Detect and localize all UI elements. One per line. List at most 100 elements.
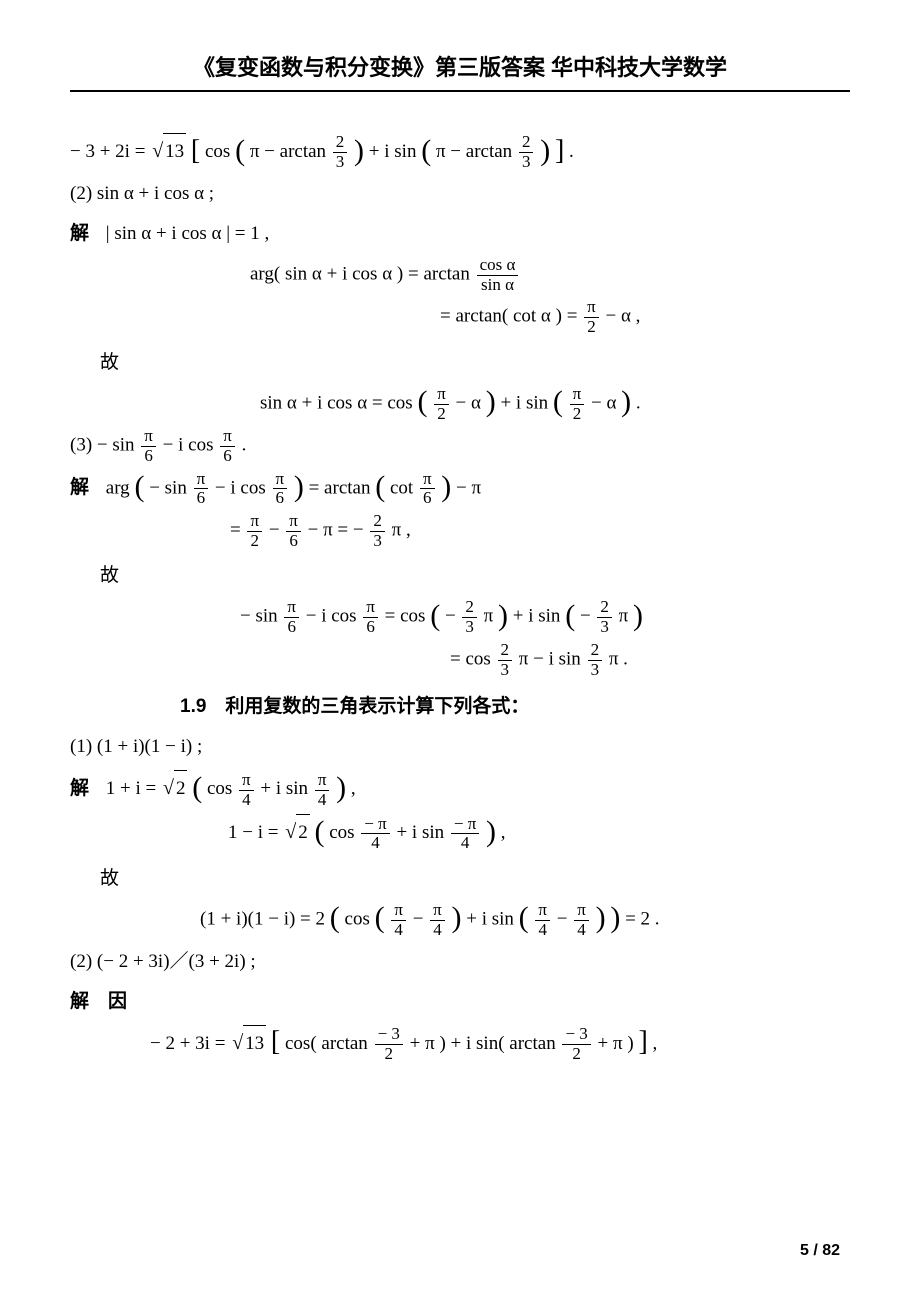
problem-1-9-1-sol2: 1 − i = 2 ( cos − π4 + i sin − π4 ) , [228,813,850,853]
fraction: π6 [220,427,235,465]
num: 2 [333,133,348,153]
q1r-c: − [413,909,428,930]
page: 《复变函数与积分变换》第三版答案 华中科技大学数学 − 3 + 2i = 13 … [0,0,920,1118]
fraction: π2 [247,512,262,550]
p3s-d: = arctan [309,477,371,498]
problem-3-result2: = cos 23 π − i sin 23 π . [450,641,850,679]
p2r-mid1: − α [456,392,486,413]
den: 2 [247,532,262,551]
den: 4 [535,921,550,940]
p2-arg: arg( sin α + i cos α ) = arctan [250,264,475,285]
paren-left-icon: ( [565,599,575,632]
section-1-9: 1.9 利用复数的三角表示计算下列各式： [180,689,850,725]
num: 2 [588,641,603,661]
num: π [284,598,299,618]
q2-a: − 2 + 3i = [150,1033,230,1054]
p2r-end: . [636,392,641,413]
paren-right-icon: ) [596,901,606,934]
p3r-f: + i sin [513,606,561,627]
fraction: 23 [370,512,385,550]
fraction: 23 [333,133,348,171]
num: 2 [370,512,385,532]
p3r-d: − [445,606,460,627]
num: π [363,598,378,618]
paren-right-icon: ) [441,470,451,503]
q1l2-b: cos [329,822,359,843]
problem-2: (2) sin α + i cos α ; [70,176,850,212]
den: 3 [462,618,477,637]
p3s-b: − sin [149,477,191,498]
fraction: π4 [239,771,254,809]
num: 2 [519,133,534,153]
num: π [434,385,449,405]
paren-left-icon: ( [421,134,431,167]
problem-2-sol3: = arctan( cot α ) = π2 − α , [440,298,850,336]
paren-left-icon: ( [375,901,385,934]
q2-c: + π ) + i sin( arctan [410,1033,561,1054]
paren-left-icon: ( [375,470,385,503]
eq1-arg1: π − arctan [250,141,331,162]
p3s-c: − i cos [215,477,271,498]
content: − 3 + 2i = 13 [ cos ( π − arctan 23 ) + … [70,132,850,1064]
q2-d: + π ) [598,1033,639,1054]
sqrt-icon: 2 [161,769,187,807]
therefore-3: 故 [100,861,850,897]
label-solution: 解 [70,223,89,244]
den: 6 [220,447,235,466]
den: 3 [370,532,385,551]
num: π [315,771,330,791]
q1r-b: cos [345,909,370,930]
fraction: π4 [430,901,445,939]
fraction: 23 [519,133,534,171]
q1l2-c: + i sin [396,822,448,843]
fraction: π2 [570,385,585,423]
fraction: π4 [574,901,589,939]
den: 3 [588,661,603,680]
eq1-end: . [569,141,574,162]
label-solution: 解 [70,778,89,799]
den: 4 [361,834,389,853]
den: 4 [574,921,589,940]
fraction: π6 [420,470,435,508]
fraction: π2 [434,385,449,423]
fraction: π2 [584,298,599,336]
p3-c: . [242,435,247,456]
p3l2-d: π , [392,520,411,541]
eq1-plus: + i sin [369,141,417,162]
p3r-a: − sin [240,606,282,627]
page-header: 《复变函数与积分变换》第三版答案 华中科技大学数学 [70,50,850,92]
paren-left-icon: ( [519,901,529,934]
q1s-b: cos [207,778,237,799]
paren-left-icon: ( [134,470,144,503]
den: sin α [477,276,519,295]
fraction: π6 [284,598,299,636]
eq1-sqrt: 13 [163,133,186,170]
fraction: π4 [535,901,550,939]
p2r-a: sin α + i cos α = cos [260,392,413,413]
therefore-1: 故 [100,345,850,381]
p3r-e2: π [619,606,629,627]
num: cos α [477,256,519,276]
sqrt-icon: 13 [150,132,186,170]
q1l2-d: , [501,822,506,843]
p2-cot: = arctan( cot α ) = [440,306,582,327]
p3r2-a: = cos [450,648,496,669]
therefore-2: 故 [100,558,850,594]
label-solution-reason: 解 因 [70,991,127,1012]
fraction: − π4 [451,815,479,853]
den: 6 [363,618,378,637]
den: 6 [194,489,209,508]
p3r-e: π [484,606,494,627]
paren-right-icon: ) [294,470,304,503]
paren-right-icon: ) [633,599,643,632]
num: 2 [597,598,612,618]
q1l2-a: 1 − i = [228,822,283,843]
den: 2 [562,1045,590,1064]
paren-right-icon: ) [336,771,346,804]
paren-right-icon: ) [486,385,496,418]
p3r2-b: π − i sin [519,648,586,669]
p3l2-a: = [230,520,245,541]
problem-1-9-2-eq: − 2 + 3i = 13 [ cos( arctan − 32 + π ) +… [150,1024,850,1064]
problem-2-result: sin α + i cos α = cos ( π2 − α ) + i sin… [260,385,850,423]
p2r-mid2: − α [591,392,621,413]
